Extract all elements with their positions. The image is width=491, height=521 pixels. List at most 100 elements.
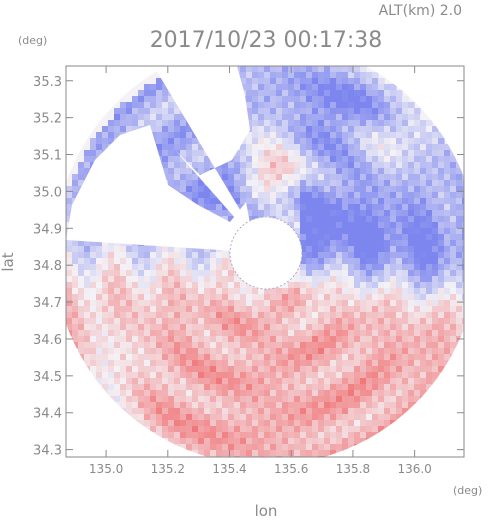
velocity-cell bbox=[312, 150, 319, 157]
velocity-cell bbox=[312, 276, 319, 283]
velocity-cell bbox=[264, 108, 271, 115]
velocity-cell bbox=[432, 180, 439, 187]
velocity-cell bbox=[174, 378, 181, 385]
velocity-cell bbox=[102, 312, 109, 319]
velocity-cell bbox=[432, 372, 439, 379]
velocity-cell bbox=[288, 162, 295, 169]
velocity-cell bbox=[114, 264, 121, 271]
velocity-cell bbox=[306, 360, 313, 367]
velocity-cell bbox=[468, 306, 475, 313]
velocity-cell bbox=[342, 90, 349, 97]
velocity-cell bbox=[150, 288, 157, 295]
velocity-cell bbox=[402, 306, 409, 313]
velocity-cell bbox=[426, 270, 433, 277]
velocity-cell bbox=[144, 102, 151, 109]
velocity-cell bbox=[168, 336, 175, 343]
velocity-cell bbox=[150, 276, 157, 283]
velocity-cell bbox=[372, 420, 379, 427]
velocity-cell bbox=[312, 324, 319, 331]
velocity-cell bbox=[396, 108, 403, 115]
velocity-cell bbox=[282, 84, 289, 91]
velocity-cell bbox=[102, 258, 109, 265]
velocity-cell bbox=[156, 360, 163, 367]
velocity-cell bbox=[258, 144, 265, 151]
velocity-cell bbox=[174, 108, 181, 115]
velocity-cell bbox=[222, 168, 229, 175]
velocity-cell bbox=[444, 324, 451, 331]
velocity-cell bbox=[324, 228, 331, 235]
velocity-cell bbox=[378, 126, 385, 133]
velocity-cell bbox=[360, 180, 367, 187]
velocity-cell bbox=[114, 306, 121, 313]
velocity-cell bbox=[276, 192, 283, 199]
velocity-cell bbox=[150, 354, 157, 361]
velocity-cell bbox=[330, 354, 337, 361]
velocity-cell bbox=[384, 144, 391, 151]
velocity-cell bbox=[114, 348, 121, 355]
velocity-cell bbox=[78, 324, 85, 331]
velocity-cell bbox=[306, 288, 313, 295]
velocity-cell bbox=[264, 294, 271, 301]
velocity-cell bbox=[126, 324, 133, 331]
velocity-cell bbox=[162, 300, 169, 307]
velocity-cell bbox=[150, 312, 157, 319]
velocity-cell bbox=[276, 372, 283, 379]
velocity-cell bbox=[462, 330, 464, 337]
velocity-cell bbox=[114, 384, 121, 391]
velocity-cell bbox=[162, 156, 169, 163]
velocity-cell bbox=[132, 348, 139, 355]
velocity-cell bbox=[336, 366, 343, 373]
velocity-cell bbox=[384, 276, 391, 283]
velocity-cell bbox=[402, 324, 409, 331]
velocity-cell bbox=[348, 372, 355, 379]
velocity-cell bbox=[396, 252, 403, 259]
velocity-cell bbox=[276, 312, 283, 319]
velocity-cell bbox=[372, 120, 379, 127]
velocity-cell bbox=[324, 132, 331, 139]
velocity-cell bbox=[204, 246, 211, 253]
velocity-cell bbox=[228, 378, 235, 385]
velocity-cell bbox=[372, 228, 379, 235]
velocity-cell bbox=[390, 378, 397, 385]
velocity-cell bbox=[288, 168, 295, 175]
velocity-cell bbox=[312, 450, 319, 457]
velocity-cell bbox=[90, 318, 97, 325]
velocity-cell bbox=[204, 390, 211, 397]
velocity-cell bbox=[240, 168, 247, 175]
velocity-cell bbox=[324, 270, 331, 277]
velocity-cell bbox=[306, 216, 313, 223]
velocity-cell bbox=[300, 408, 307, 415]
velocity-cell bbox=[252, 288, 259, 295]
velocity-cell bbox=[408, 258, 415, 265]
velocity-cell bbox=[342, 270, 349, 277]
inner-blank-circle bbox=[229, 216, 303, 290]
velocity-cell bbox=[384, 192, 391, 199]
velocity-cell bbox=[360, 432, 367, 439]
velocity-cell bbox=[354, 222, 361, 229]
velocity-cell bbox=[234, 150, 241, 157]
velocity-cell bbox=[366, 96, 373, 103]
velocity-cell bbox=[108, 300, 115, 307]
velocity-cell bbox=[342, 180, 349, 187]
velocity-cell bbox=[324, 324, 331, 331]
velocity-cell bbox=[198, 258, 205, 265]
velocity-cell bbox=[300, 324, 307, 331]
velocity-cell bbox=[162, 246, 169, 253]
velocity-cell bbox=[192, 324, 199, 331]
velocity-cell bbox=[306, 246, 313, 253]
velocity-cell bbox=[468, 318, 475, 325]
velocity-cell bbox=[132, 102, 139, 109]
velocity-cell bbox=[132, 318, 139, 325]
velocity-cell bbox=[192, 408, 199, 415]
velocity-cell bbox=[330, 150, 337, 157]
velocity-cell bbox=[432, 246, 439, 253]
velocity-cell bbox=[336, 396, 343, 403]
velocity-cell bbox=[360, 138, 367, 145]
velocity-cell bbox=[120, 312, 127, 319]
velocity-cell bbox=[408, 288, 415, 295]
velocity-cell bbox=[396, 192, 403, 199]
velocity-cell bbox=[372, 330, 379, 337]
velocity-cell bbox=[366, 90, 373, 97]
velocity-cell bbox=[420, 306, 427, 313]
velocity-cell bbox=[342, 384, 349, 391]
